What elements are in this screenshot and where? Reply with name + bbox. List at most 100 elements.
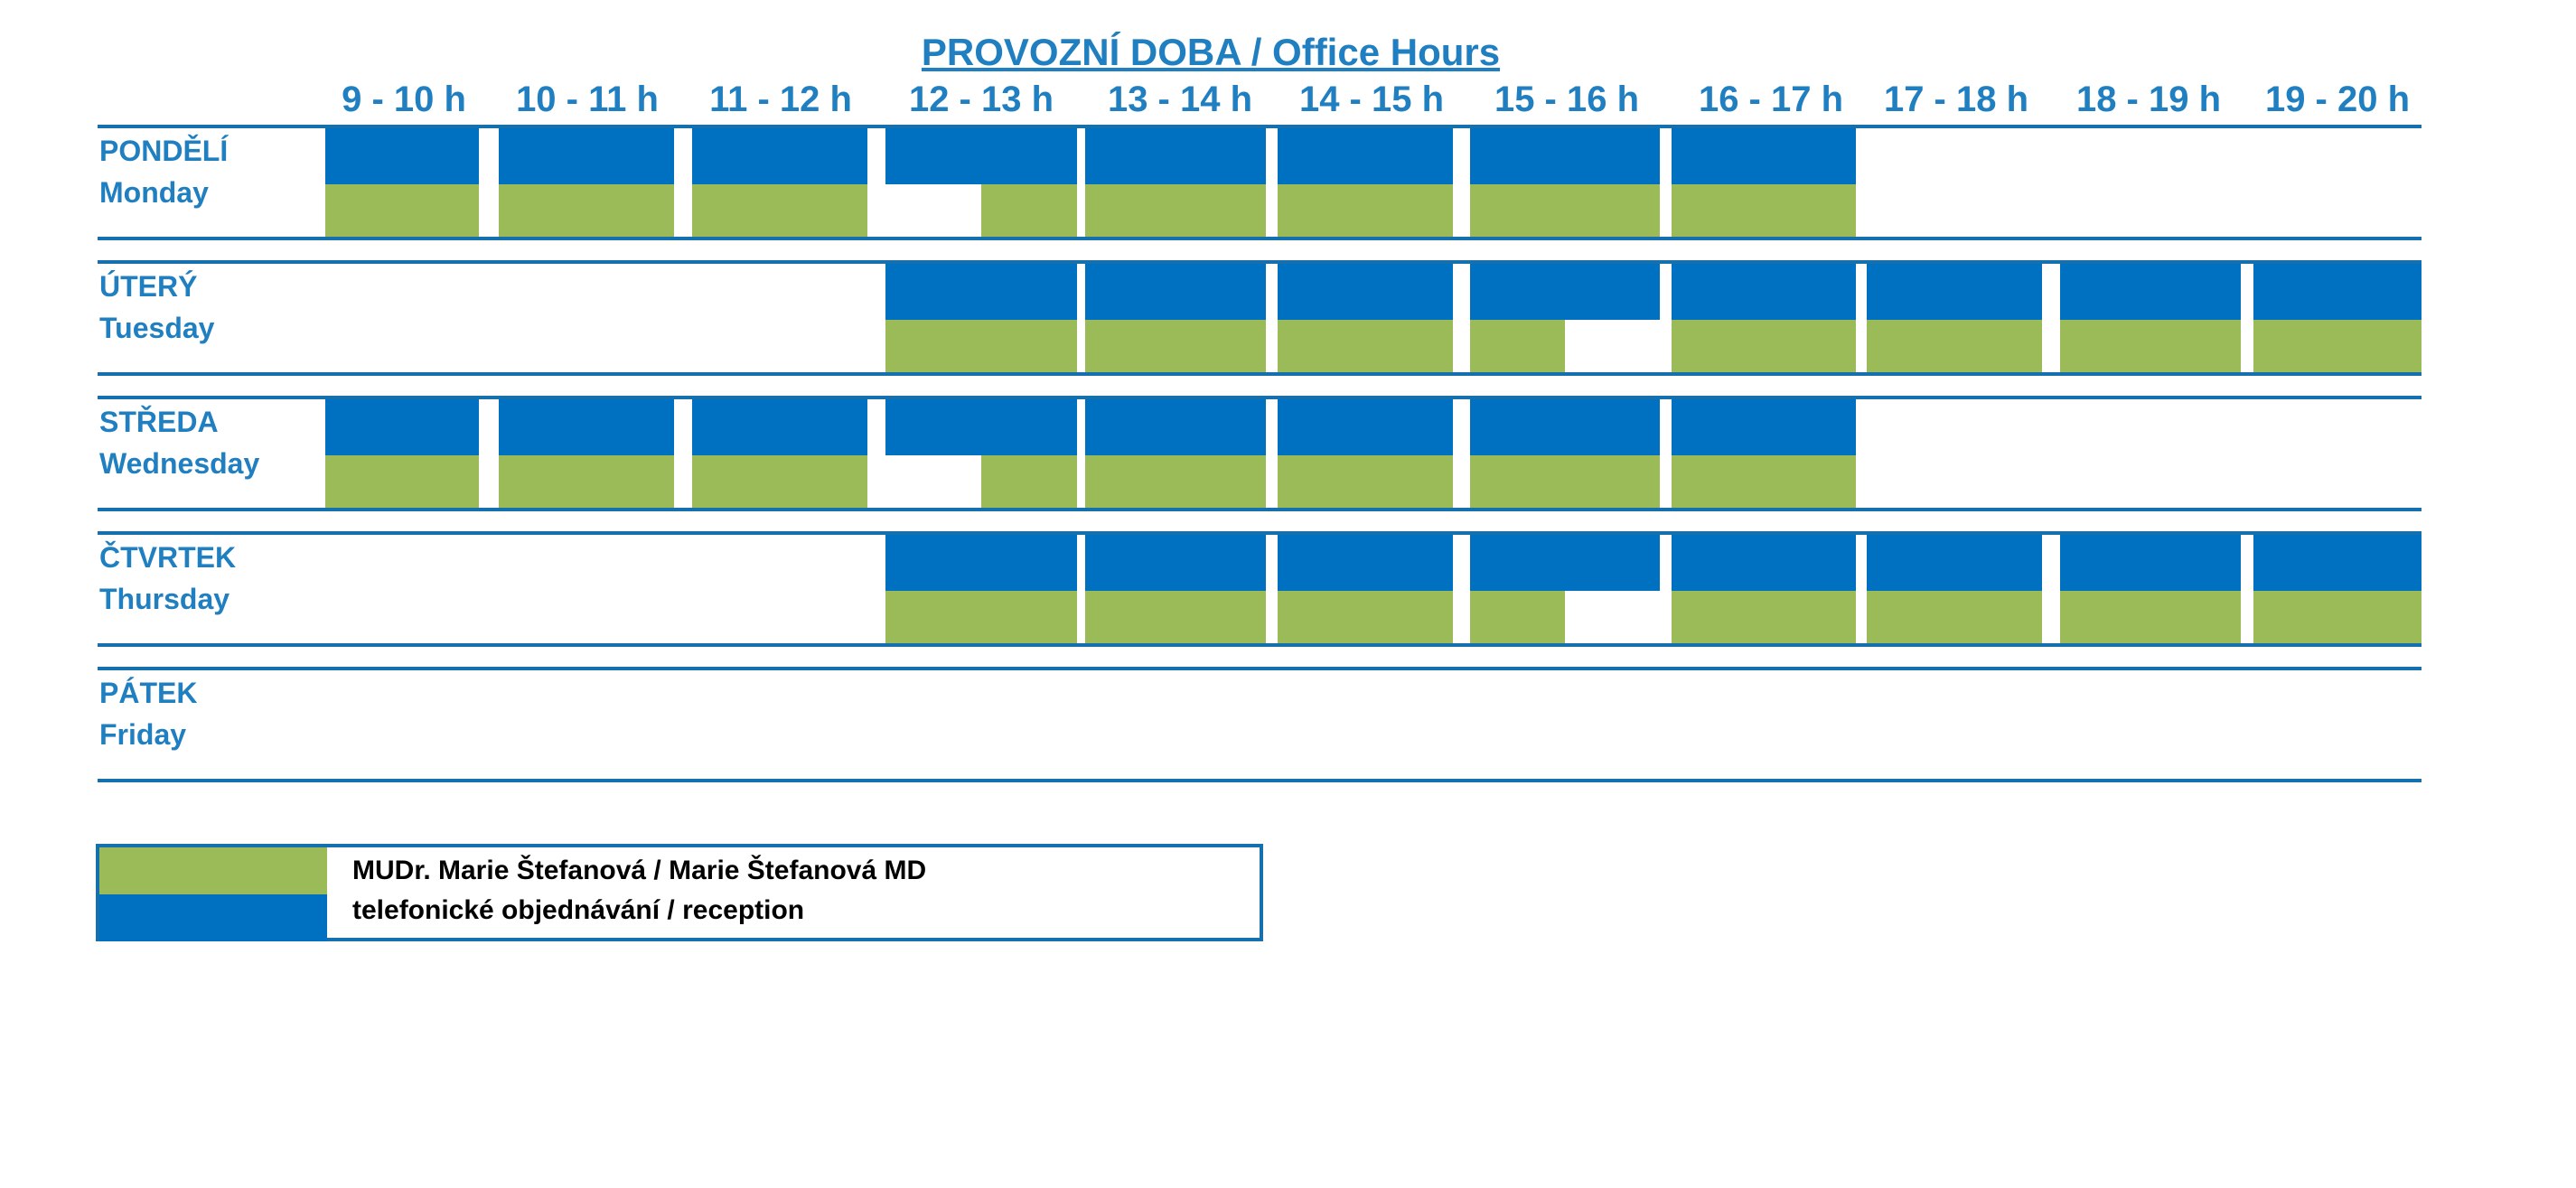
reception-block (885, 535, 1077, 591)
reception-block (499, 399, 674, 455)
doctor-block (1085, 591, 1266, 643)
hour-header: 12 - 13 h (908, 80, 1054, 119)
reception-block (2060, 535, 2241, 591)
reception-block (1085, 535, 1266, 591)
doctor-block (885, 320, 1077, 372)
doctor-block (1867, 320, 2042, 372)
row-divider (98, 237, 2421, 240)
row-divider (98, 531, 2421, 535)
hour-header: 14 - 15 h (1298, 80, 1445, 119)
hour-header: 9 - 10 h (342, 80, 466, 119)
doctor-block (1085, 455, 1266, 508)
row-divider (98, 667, 2421, 670)
reception-block (885, 128, 1077, 184)
reception-block (2060, 264, 2241, 320)
reception-block (2253, 535, 2421, 591)
doctor-block (499, 455, 674, 508)
hour-header: 13 - 14 h (1107, 80, 1253, 119)
day-label-en: Thursday (99, 583, 230, 615)
doctor-block (499, 184, 674, 237)
doctor-block (1672, 184, 1856, 237)
day-label-en: Friday (99, 718, 187, 751)
doctor-block (1085, 184, 1266, 237)
doctor-block (2060, 591, 2241, 643)
doctor-block (1672, 455, 1856, 508)
reception-block (1085, 264, 1266, 320)
hour-header: 17 - 18 h (1883, 80, 2029, 119)
reception-block (1867, 264, 2042, 320)
doctor-block (1672, 320, 1856, 372)
legend: MUDr. Marie Štefanová / Marie Štefanová … (96, 844, 1263, 941)
day-label-cz: STŘEDA (99, 406, 219, 438)
hour-header: 11 - 12 h (709, 80, 852, 119)
reception-block (1278, 535, 1453, 591)
hour-header: 16 - 17 h (1698, 80, 1844, 119)
hour-header: 18 - 19 h (2075, 80, 2222, 119)
doctor-block (325, 455, 479, 508)
reception-block (499, 128, 674, 184)
doctor-block (1278, 184, 1453, 237)
reception-block (885, 399, 1077, 455)
doctor-block (981, 455, 1077, 508)
reception-block (1278, 264, 1453, 320)
reception-block (1085, 128, 1266, 184)
doctor-block (2253, 591, 2421, 643)
reception-block (1672, 264, 1856, 320)
reception-block (1672, 535, 1856, 591)
doctor-block (2060, 320, 2241, 372)
doctor-block (1470, 184, 1660, 237)
row-divider (98, 125, 2421, 128)
doctor-block (692, 455, 867, 508)
reception-block (1470, 264, 1660, 320)
day-label-cz: PÁTEK (99, 677, 198, 709)
day-label-cz: ÚTERÝ (99, 270, 198, 303)
legend-reception-swatch (99, 894, 327, 941)
reception-block (692, 128, 867, 184)
reception-block (1085, 399, 1266, 455)
legend-doctor-label: MUDr. Marie Štefanová / Marie Štefanová … (352, 856, 927, 885)
day-label-en: Tuesday (99, 312, 215, 344)
doctor-block (692, 184, 867, 237)
doctor-block (885, 591, 1077, 643)
reception-block (692, 399, 867, 455)
reception-block (1672, 399, 1856, 455)
row-divider (98, 508, 2421, 511)
reception-block (1672, 128, 1856, 184)
doctor-block (981, 184, 1077, 237)
reception-block (1470, 535, 1660, 591)
reception-block (885, 264, 1077, 320)
row-divider (98, 643, 2421, 647)
row-divider (98, 396, 2421, 399)
doctor-block (1470, 320, 1565, 372)
reception-block (325, 128, 479, 184)
row-divider (98, 372, 2421, 376)
row-divider (98, 779, 2421, 782)
reception-block (1278, 399, 1453, 455)
doctor-block (2253, 320, 2421, 372)
doctor-block (1470, 455, 1660, 508)
hour-header: 15 - 16 h (1494, 80, 1640, 119)
doctor-block (1470, 591, 1565, 643)
hour-header: 10 - 11 h (516, 80, 659, 119)
day-label-cz: PONDĚLÍ (99, 135, 229, 167)
row-divider (98, 260, 2421, 264)
day-label-en: Monday (99, 176, 209, 209)
reception-block (1867, 535, 2042, 591)
day-label-cz: ČTVRTEK (99, 541, 237, 574)
doctor-block (1278, 591, 1453, 643)
reception-block (1470, 128, 1660, 184)
legend-reception-label: telefonické objednávání / reception (352, 895, 805, 925)
reception-block (2253, 264, 2421, 320)
legend-doctor-swatch (99, 847, 327, 894)
doctor-block (325, 184, 479, 237)
doctor-block (1672, 591, 1856, 643)
doctor-block (1085, 320, 1266, 372)
hour-header: 19 - 20 h (2264, 80, 2411, 119)
page-title: PROVOZNÍ DOBA / Office Hours (921, 31, 1501, 73)
reception-block (1470, 399, 1660, 455)
reception-block (325, 399, 479, 455)
doctor-block (1867, 591, 2042, 643)
reception-block (1278, 128, 1453, 184)
doctor-block (1278, 455, 1453, 508)
doctor-block (1278, 320, 1453, 372)
